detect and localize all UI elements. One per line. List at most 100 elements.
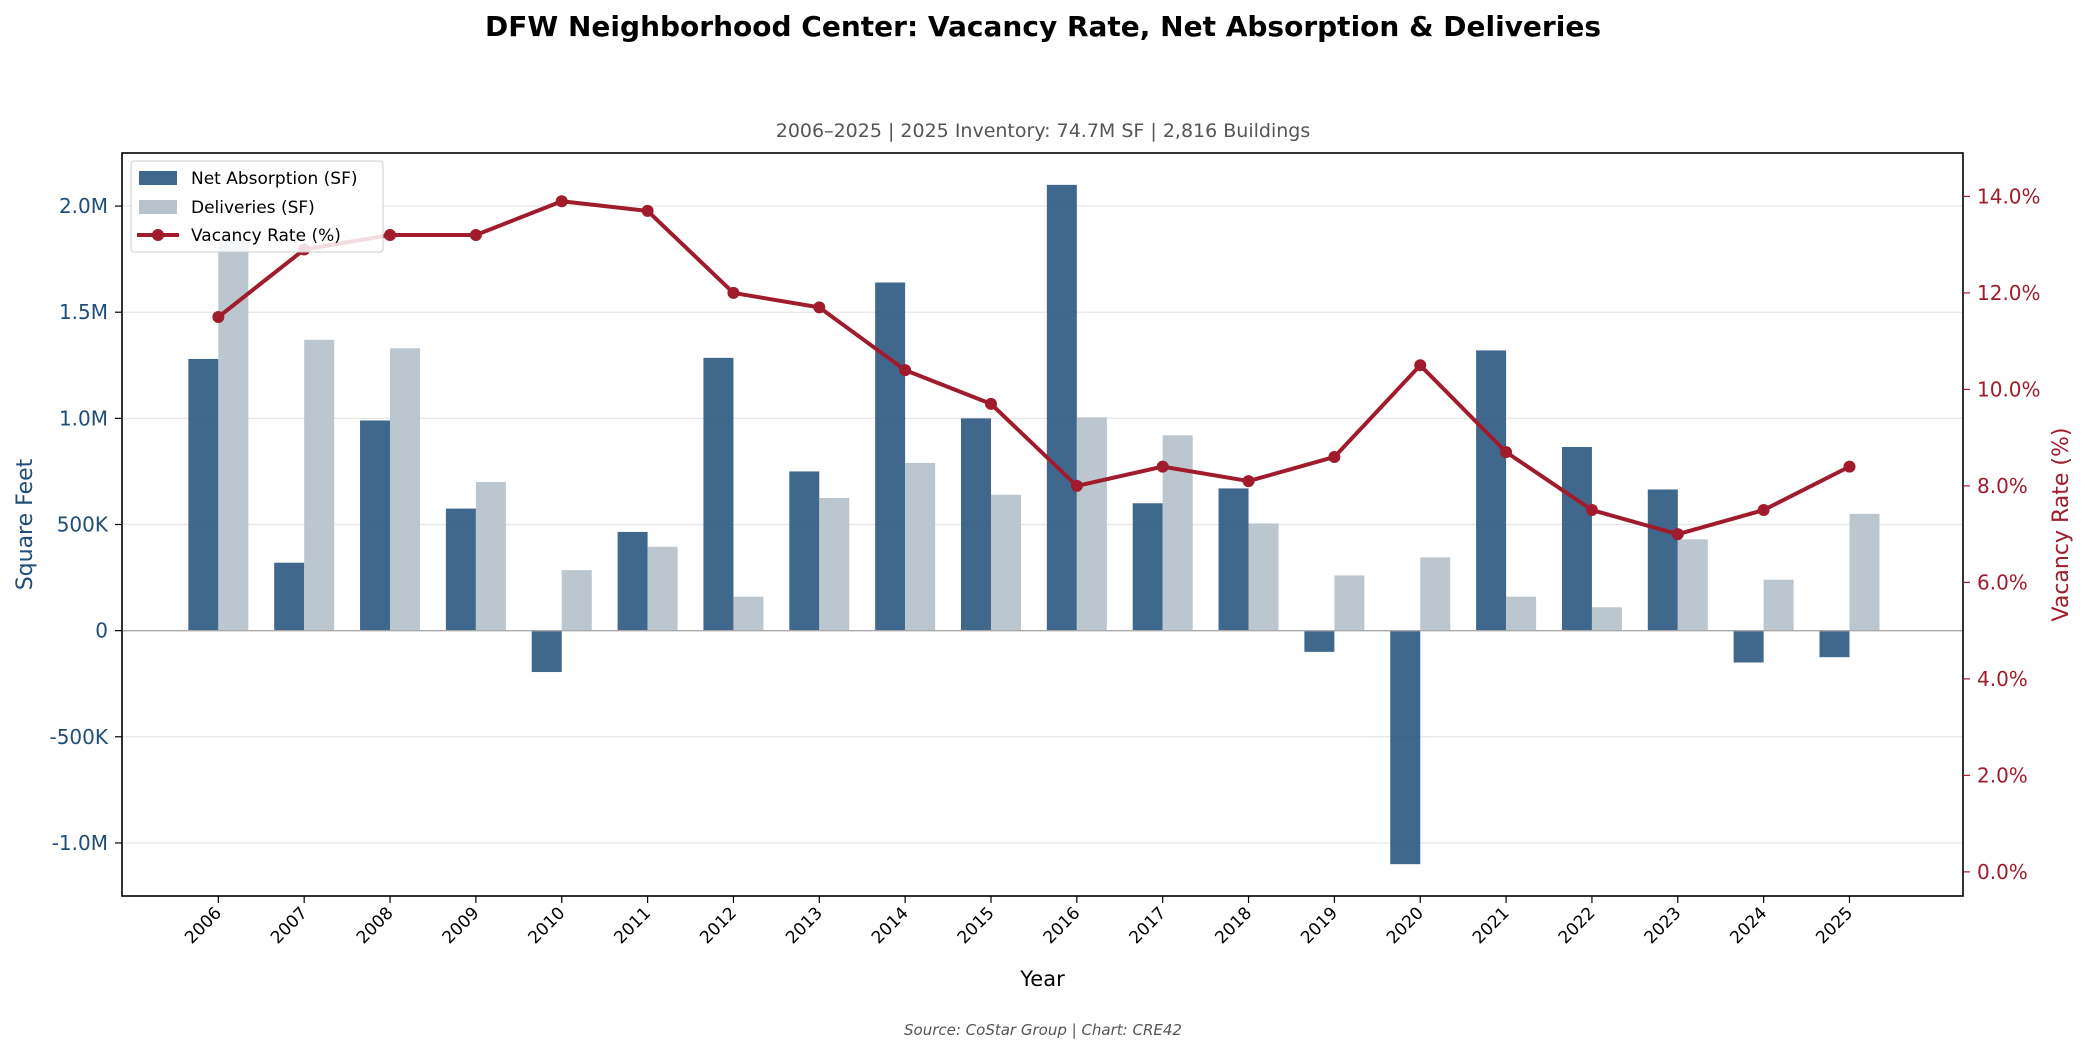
bar-deliveries [1076, 417, 1107, 631]
legend-label-vacancy: Vacancy Rate (%) [191, 226, 341, 246]
y-axis-right: 0.0% 2.0% 4.0% 6.0% 8.0% 10.0% 12.0% 14.0% [1963, 184, 2041, 884]
legend: Net Absorption (SF) Deliveries (SF) Vaca… [130, 160, 384, 253]
vacancy-rate-point [641, 204, 654, 217]
bar-net-absorption [1561, 447, 1592, 631]
bar-deliveries [1763, 579, 1794, 631]
legend-label-deliveries: Deliveries (SF) [191, 198, 315, 218]
y2-tick-label: 2.0% [1977, 763, 2028, 787]
y-tick-label: -500K [49, 725, 108, 749]
x-tick-label: 2012 [696, 903, 741, 948]
bar-net-absorption [1132, 503, 1163, 631]
bar-net-absorption [960, 418, 991, 631]
x-tick-label: 2006 [181, 903, 226, 948]
x-tick-label: 2021 [1469, 903, 1514, 948]
x-tick-label: 2013 [782, 903, 827, 948]
bar-deliveries [1506, 596, 1537, 631]
legend-label-net-absorption: Net Absorption (SF) [191, 169, 358, 189]
x-tick-label: 2020 [1383, 903, 1428, 948]
bar-net-absorption [1647, 489, 1678, 631]
bar-net-absorption [1046, 184, 1077, 631]
bar-deliveries [1334, 575, 1365, 631]
x-axis: 2006 2007 2008 2009 2010 2011 2012 2013 2014 2015… [181, 896, 1857, 948]
bar-net-absorption [617, 531, 648, 631]
vacancy-rate-point [1414, 359, 1427, 372]
bar-net-absorption [1476, 350, 1507, 631]
y-tick-label: 0 [95, 619, 108, 643]
bar-deliveries [1591, 607, 1622, 631]
bar-net-absorption [703, 357, 734, 631]
bar-deliveries [819, 497, 850, 631]
bar-net-absorption [789, 471, 820, 631]
vacancy-rate-point [555, 195, 568, 208]
bar-deliveries [304, 339, 335, 631]
legend-swatch-net-absorption [139, 171, 177, 185]
legend-marker-vacancy [152, 229, 164, 241]
bar-net-absorption [1733, 630, 1764, 663]
bar-deliveries [390, 348, 421, 631]
y2-tick-label: 10.0% [1977, 377, 2041, 401]
vacancy-rate-point [727, 286, 740, 299]
bar-net-absorption [1218, 488, 1249, 631]
bar-deliveries [1248, 523, 1279, 631]
x-tick-label: 2025 [1812, 903, 1857, 948]
bar-deliveries [475, 482, 506, 631]
y2-tick-label: 8.0% [1977, 474, 2028, 498]
y-tick-label: -1.0M [52, 831, 108, 855]
vacancy-rate-point [813, 301, 826, 314]
vacancy-rate-line [217, 199, 1851, 537]
vacancy-rate-point [1585, 504, 1598, 517]
bar-net-absorption [445, 508, 476, 631]
bar-net-absorption [1819, 630, 1850, 658]
vacancy-rate-point [1843, 460, 1856, 473]
y2-tick-label: 14.0% [1977, 184, 2041, 208]
x-tick-label: 2011 [610, 903, 655, 948]
vacancy-rate-point [469, 229, 482, 242]
vacancy-line-group [212, 195, 1856, 541]
x-tick-label: 2016 [1040, 903, 1085, 948]
x-tick-label: 2009 [439, 903, 484, 948]
x-tick-label: 2010 [525, 903, 570, 948]
bar-deliveries [1420, 557, 1451, 631]
chart-subtitle: 2006–2025 | 2025 Inventory: 74.7M SF | 2… [776, 120, 1311, 142]
vacancy-rate-point [1242, 475, 1255, 488]
x-tick-label: 2022 [1555, 903, 1600, 948]
chart-source: Source: CoStar Group | Chart: CRE42 [904, 1021, 1182, 1039]
x-tick-label: 2008 [353, 903, 398, 948]
y-tick-label: 1.0M [59, 406, 108, 430]
vacancy-rate-point [1070, 479, 1083, 492]
x-tick-label: 2019 [1297, 903, 1342, 948]
y2-tick-label: 6.0% [1977, 570, 2028, 594]
bar-deliveries [1849, 513, 1880, 631]
vacancy-rate-point [1500, 446, 1513, 459]
bar-net-absorption [531, 630, 562, 673]
x-axis-label: Year [1019, 967, 1065, 991]
bar-deliveries [905, 462, 936, 631]
bar-deliveries [733, 596, 764, 631]
bar-net-absorption [360, 420, 391, 631]
y-tick-label: 2.0M [59, 194, 108, 218]
bar-net-absorption [875, 282, 906, 631]
vacancy-rate-point [1757, 504, 1770, 517]
vacancy-rate-point [212, 311, 225, 324]
bar-net-absorption [188, 358, 219, 631]
vacancy-rate-point [984, 397, 997, 410]
vacancy-rate-point [1671, 528, 1684, 541]
chart-title: DFW Neighborhood Center: Vacancy Rate, N… [485, 10, 1601, 43]
x-tick-label: 2023 [1641, 903, 1686, 948]
bar-deliveries [561, 570, 592, 631]
bar-net-absorption [1390, 630, 1421, 865]
y-tick-label: 500K [57, 513, 109, 537]
x-tick-label: 2024 [1726, 903, 1771, 948]
legend-box [130, 160, 384, 253]
bar-net-absorption [1304, 630, 1335, 652]
y2-tick-label: 0.0% [1977, 860, 2028, 884]
bar-deliveries [1677, 539, 1708, 631]
vacancy-rate-point [899, 364, 912, 377]
y2-tick-label: 4.0% [1977, 667, 2028, 691]
vacancy-rate-point [1328, 450, 1341, 463]
vacancy-rate-point [384, 229, 397, 242]
bar-deliveries [990, 494, 1021, 631]
x-tick-label: 2014 [868, 903, 913, 948]
y-axis-left: -1.0M -500K 0 500K 1.0M 1.5M 2.0M [49, 194, 122, 855]
